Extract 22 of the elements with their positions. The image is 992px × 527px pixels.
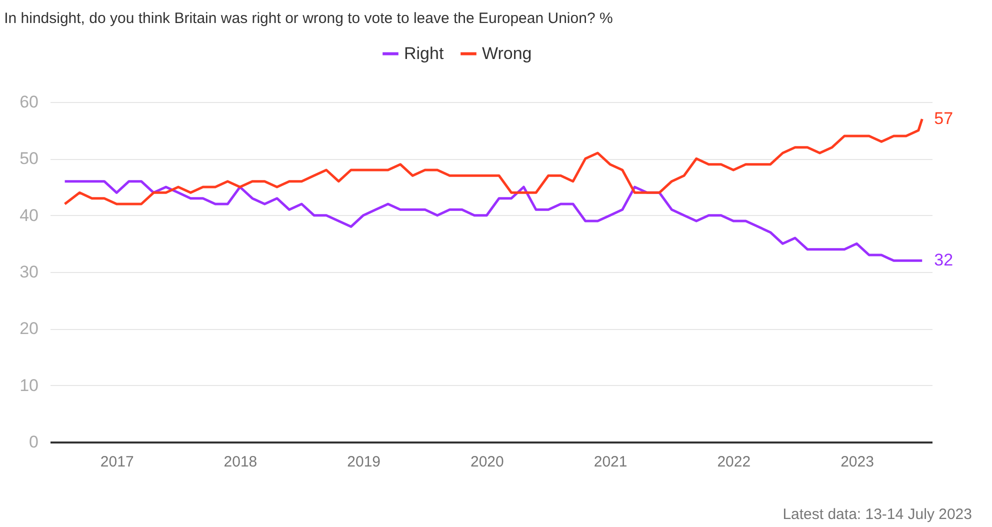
y-tick-label: 0	[29, 432, 38, 452]
y-tick-label: 60	[20, 92, 38, 112]
x-tick-label: 2019	[347, 454, 381, 470]
y-tick-label: 10	[20, 376, 38, 395]
annotation: 32	[934, 250, 954, 270]
x-tick-label: 2021	[594, 454, 628, 470]
legend-label: Right	[404, 44, 444, 63]
text: Latest data: 13-14 July 2023	[782, 506, 972, 523]
y-tick-label: 50	[20, 149, 38, 168]
y-tick-label: 30	[20, 262, 38, 282]
y-tick-label: 20	[20, 319, 38, 338]
x-tick-label: 2018	[224, 454, 258, 470]
y-tick-label: 40	[20, 206, 38, 225]
legend-label: Wrong	[482, 44, 532, 63]
chart-title: In hindsight, do you think Britain was right or wrong to vote to leave the European Union? %	[4, 10, 613, 27]
x-tick-label: 2023	[840, 454, 874, 470]
line-series	[64, 180, 924, 262]
line-series	[64, 118, 924, 206]
x-tick-label: 2022	[717, 454, 751, 470]
x-tick-label: 2017	[100, 454, 134, 470]
x-tick-label: 2020	[470, 454, 504, 470]
annotation: 57	[934, 109, 954, 128]
